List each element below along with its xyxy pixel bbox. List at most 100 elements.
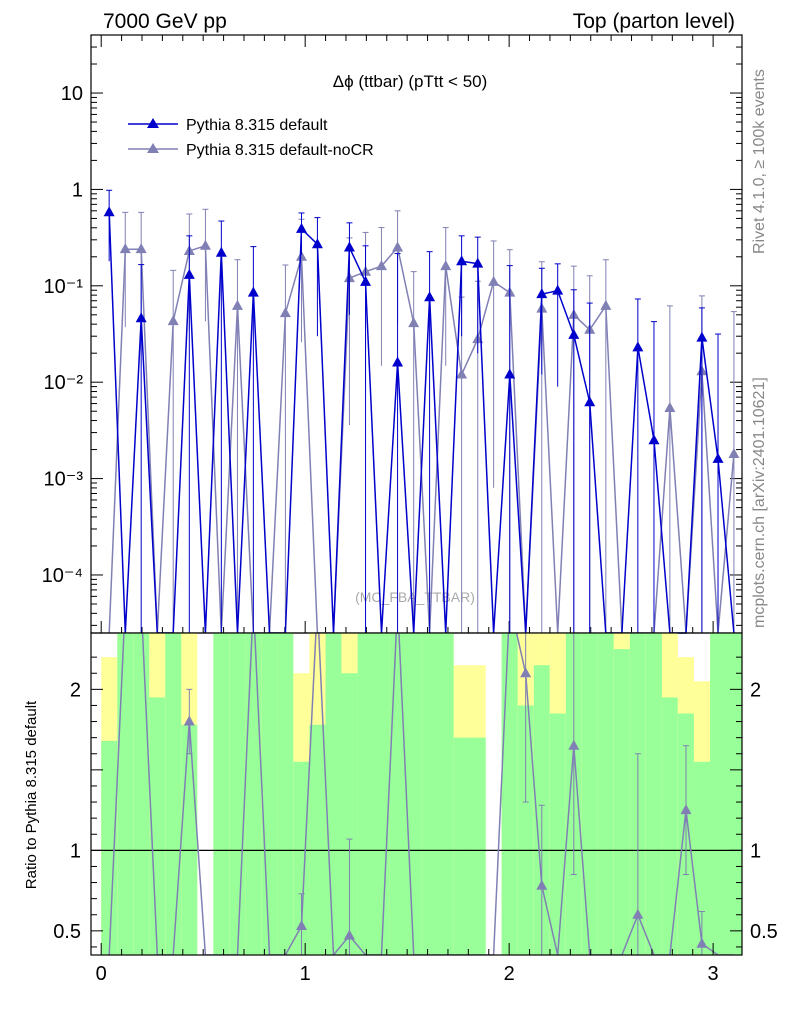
ratio-series-line: [108, 633, 734, 955]
main-y-tick-label: 10⁻⁴: [42, 565, 83, 587]
ratio-y-tick-label-left: 1: [70, 840, 81, 862]
main-y-tick-label: 10⁻¹: [44, 276, 84, 298]
band-green-bin: [277, 633, 294, 955]
series-default: [103, 189, 735, 634]
series-marker: [392, 356, 404, 367]
x-tick-label: 2: [504, 963, 515, 985]
main-axis-tick-labels: 10⁻⁴ 10⁻³ 10⁻² 10⁻¹ 1 10: [42, 83, 84, 587]
band-green-bin: [501, 633, 518, 955]
series-marker: [360, 275, 372, 286]
series-marker: [632, 341, 644, 352]
series-marker: [456, 255, 468, 266]
ratio-plot-frame: [90, 632, 743, 956]
series-marker: [103, 206, 115, 217]
ratio-marker: [568, 739, 580, 750]
legend-entry-default: Pythia 8.315 default: [128, 117, 328, 134]
ratio-marker: [343, 929, 355, 940]
x-tick-label: 3: [708, 963, 719, 985]
band-green-bin: [325, 633, 342, 955]
series-marker: [472, 257, 484, 268]
legend-label-noCR: Pythia 8.315 default-noCR: [186, 142, 374, 159]
chart-title: Δϕ (ttbar) (pTtt < 50): [333, 72, 488, 91]
series-marker: [296, 222, 308, 233]
band-green-bin: [613, 649, 630, 955]
band-green-bin: [341, 673, 358, 955]
series-marker: [648, 434, 660, 445]
ratio-y-tick-label-left: 2: [70, 679, 81, 701]
series-marker: [424, 291, 436, 302]
series-marker: [696, 331, 708, 342]
series-marker: [712, 452, 724, 463]
band-green-bin: [405, 633, 422, 955]
band-green-bin: [149, 697, 166, 955]
ratio-marker: [183, 715, 195, 726]
series-marker: [247, 286, 259, 297]
ratio-marker: [296, 920, 308, 931]
band-green-bin: [261, 633, 278, 955]
series-marker: [311, 238, 323, 249]
ratio-y-tick-label-right: 0.5: [750, 921, 778, 943]
legend-marker-default: [147, 118, 159, 128]
band-green-bin: [453, 737, 470, 955]
band-green-bin: [373, 633, 390, 955]
band-green-bin: [597, 633, 614, 955]
series-marker: [135, 312, 147, 323]
band-green-bin: [229, 633, 246, 955]
x-axis-tick-labels: 0 1 2 3: [96, 963, 719, 985]
ratio-y-axis-label: Ratio to Pythia 8.315 default: [23, 700, 40, 889]
series-marker: [343, 241, 355, 252]
band-green-bin: [213, 633, 230, 955]
series-marker: [536, 288, 548, 299]
band-green-bin: [517, 705, 534, 955]
band-green-bin: [293, 761, 310, 955]
ratio-marker: [632, 908, 644, 919]
mcplots-label: mcplots.cern.ch [arXiv:2401.10621]: [751, 377, 768, 628]
band-green-bin: [389, 633, 406, 955]
band-green-bin: [421, 633, 438, 955]
series-marker: [215, 246, 227, 257]
band-green-bin: [245, 633, 262, 955]
header-right: Top (parton level): [573, 10, 735, 33]
main-y-tick-label: 10⁻²: [44, 372, 84, 394]
band-green-bin: [710, 633, 726, 955]
ratio-uncertainty-band: [101, 633, 742, 955]
legend-marker-noCR: [147, 143, 159, 153]
series-marker: [568, 328, 580, 339]
band-green-bin: [309, 724, 326, 955]
ratio-y-tick-label-right: 1: [750, 840, 761, 862]
band-green-bin: [165, 633, 182, 955]
band-green-bin: [117, 633, 134, 955]
ratio-y-tick-label-left: 0.5: [53, 921, 81, 943]
ratio-y-tick-label-right: 2: [750, 679, 761, 701]
band-green-bin: [725, 633, 742, 955]
band-green-bin: [581, 633, 598, 955]
legend-label-default: Pythia 8.315 default: [186, 117, 328, 134]
band-green-bin: [549, 713, 566, 955]
ratio-marker: [536, 879, 548, 890]
x-tick-label: 0: [96, 963, 107, 985]
band-green-bin: [661, 697, 678, 955]
rivet-label: Rivet 4.1.0, ≥ 100k events: [751, 69, 768, 254]
band-green-bin: [133, 633, 150, 955]
band-green-bin: [101, 740, 118, 955]
header-left: 7000 GeV pp: [103, 10, 227, 33]
main-y-tick-label: 1: [72, 179, 83, 201]
series-marker: [504, 368, 516, 379]
series-marker: [552, 284, 564, 295]
ratio-series-noCR: [108, 633, 734, 955]
ratio-marker: [520, 667, 532, 678]
ratio-axis-tick-labels: 0.5 0.5 1 1 2 2: [53, 679, 778, 943]
band-green-bin: [437, 633, 454, 955]
x-tick-label: 1: [300, 963, 311, 985]
main-y-tick-label: 10⁻³: [44, 469, 84, 491]
band-green-bin: [645, 633, 662, 955]
ratio-panel: 0.5 0.5 1 1 2 2 0 1 2 3 Ratio to Pythia 8.315 de…: [23, 632, 778, 985]
main-y-tick-label: 10: [61, 83, 83, 105]
band-green-bin: [357, 633, 374, 955]
legend-entry-default-noCR: Pythia 8.315 default-noCR: [128, 142, 374, 159]
band-green-bin: [469, 737, 486, 955]
ratio-marker: [696, 937, 708, 948]
series-marker: [584, 396, 596, 407]
